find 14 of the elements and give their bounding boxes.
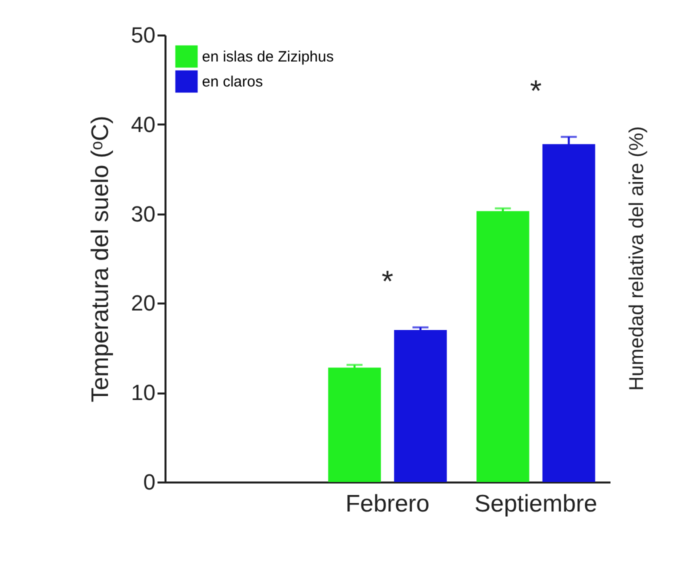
y-tick-label: 40	[131, 112, 156, 137]
y-tick-label: 0	[143, 470, 156, 494]
y-tick-label: 50	[131, 22, 156, 48]
y-axis-title: Temperatura del suelo (ᵒC)	[87, 116, 114, 402]
x-tick-label: Febrero	[345, 490, 430, 518]
annotation: *	[382, 265, 394, 298]
y-tick-label: 10	[131, 380, 156, 406]
y2-axis-title: Humedad relativa del aire (%)	[626, 126, 648, 391]
y-tick-label: 20	[131, 290, 156, 316]
x-tick-label: Septiembre	[474, 490, 598, 518]
y-tick-label: 30	[131, 201, 156, 226]
legend-label: en claros	[202, 74, 263, 90]
legend-label: en islas de Ziziphus	[202, 48, 334, 66]
annotation: *	[530, 74, 542, 108]
